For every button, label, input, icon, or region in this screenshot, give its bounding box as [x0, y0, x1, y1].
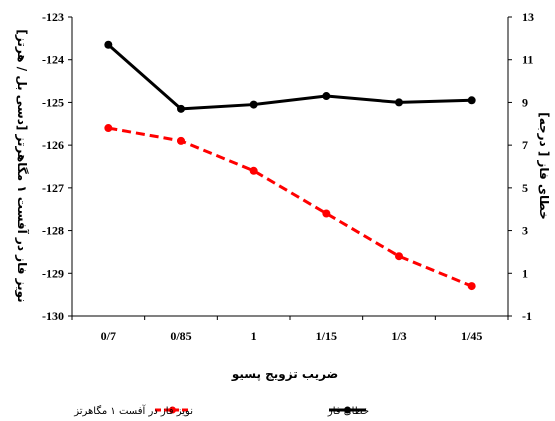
data-point-phase-noise — [177, 136, 185, 145]
left-y-axis-title: نویز فاز در آفست ۱ مگاهرتز [دسی بل / هرت… — [14, 29, 30, 302]
data-point-phase-error — [467, 96, 476, 105]
legend-swatch-marker — [169, 406, 176, 414]
x-tick-label: 1/45 — [461, 329, 482, 343]
data-point-phase-noise — [395, 252, 403, 261]
right-y-tick-label: 5 — [522, 181, 528, 195]
left-y-tick-label: -127 — [42, 181, 64, 195]
left-y-tick-label: -123 — [42, 10, 64, 24]
data-point-phase-error — [322, 92, 331, 101]
left-y-tick-label: -128 — [42, 224, 64, 238]
x-tick-label: 1/3 — [391, 329, 406, 343]
right-y-tick-label: 1 — [522, 266, 528, 280]
axes-layer: -123-124-125-126-127-128-129-13013119753… — [42, 10, 534, 343]
data-point-phase-noise — [249, 166, 258, 175]
x-axis-title: ضریب تزویج پسیو — [231, 367, 338, 382]
right-y-tick-label: 7 — [522, 138, 528, 152]
data-point-phase-error — [104, 40, 113, 49]
data-point-phase-error — [177, 104, 185, 113]
left-y-tick-label: -126 — [42, 138, 64, 152]
legend-label: نویز فاز در آفست ۱ مگاهرتز — [73, 404, 193, 417]
right-y-tick-label: 9 — [522, 95, 528, 109]
legend: خطای فاز نویز فاز در آفست ۱ مگاهرتز — [73, 404, 369, 417]
legend-label: خطای فاز — [327, 406, 369, 417]
x-tick-label: 0/7 — [101, 329, 116, 343]
left-y-tick-label: -125 — [42, 95, 64, 109]
series-layer — [104, 40, 476, 291]
left-y-tick-label: -130 — [42, 309, 64, 323]
right-y-tick-label: 11 — [522, 53, 533, 67]
data-point-phase-noise — [104, 124, 113, 133]
series-line-phase-noise — [108, 126, 473, 288]
data-point-phase-error — [395, 98, 403, 107]
right-y-tick-label: -1 — [522, 309, 532, 323]
right-y-tick-label: 3 — [522, 224, 528, 238]
legend-swatch-marker — [344, 406, 351, 414]
right-y-tick-label: 13 — [522, 10, 534, 24]
series-line-phase-error — [107, 43, 472, 111]
data-point-phase-noise — [322, 209, 331, 218]
x-tick-label: 0/85 — [170, 329, 191, 343]
right-y-axis-title: خطای فاز [ درجه] — [537, 112, 551, 220]
left-y-tick-label: -124 — [42, 53, 64, 67]
x-tick-label: 1 — [251, 329, 257, 343]
data-point-phase-error — [249, 100, 258, 109]
left-y-tick-label: -129 — [42, 266, 64, 280]
x-tick-label: 1/15 — [316, 329, 337, 343]
data-point-phase-noise — [467, 282, 476, 291]
